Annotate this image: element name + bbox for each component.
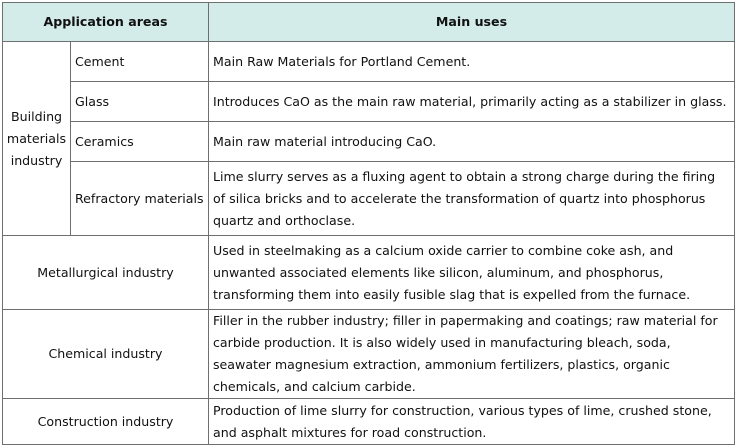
table-row: Building materials industry Cement Main …	[2, 41, 735, 236]
table-row: Construction industry Production of lime…	[2, 398, 735, 445]
table-header-row: Application areas Main uses	[2, 2, 735, 42]
header-application-areas: Application areas	[2, 2, 209, 42]
sub-area-cell: Glass	[70, 81, 209, 122]
table-row: Metallurgical industry Used in steelmaki…	[2, 235, 735, 310]
table-row: Refractory materials Lime slurry serves …	[3, 161, 735, 236]
use-cell: Main Raw Materials for Portland Cement.	[208, 41, 735, 82]
table-row: Chemical industry Filler in the rubber i…	[2, 309, 735, 399]
use-cell: Introduces CaO as the main raw material,…	[208, 81, 735, 122]
area-cell: Metallurgical industry	[2, 235, 209, 310]
use-cell: Production of lime slurry for constructi…	[208, 398, 735, 445]
use-cell: Filler in the rubber industry; filler in…	[208, 309, 735, 399]
table-row: Glass Introduces CaO as the main raw mat…	[3, 81, 735, 122]
area-cell: Construction industry	[2, 398, 209, 445]
sub-area-cell: Refractory materials	[70, 161, 209, 236]
use-cell: Main raw material introducing CaO.	[208, 121, 735, 162]
building-materials-label: Building materials industry	[2, 41, 71, 236]
use-cell: Lime slurry serves as a fluxing agent to…	[208, 161, 735, 236]
sub-area-cell: Ceramics	[70, 121, 209, 162]
sub-area-cell: Cement	[70, 41, 209, 82]
area-cell: Chemical industry	[2, 309, 209, 399]
header-main-uses: Main uses	[208, 2, 735, 42]
use-cell: Used in steelmaking as a calcium oxide c…	[208, 235, 735, 310]
table-row: Ceramics Main raw material introducing C…	[3, 121, 735, 162]
